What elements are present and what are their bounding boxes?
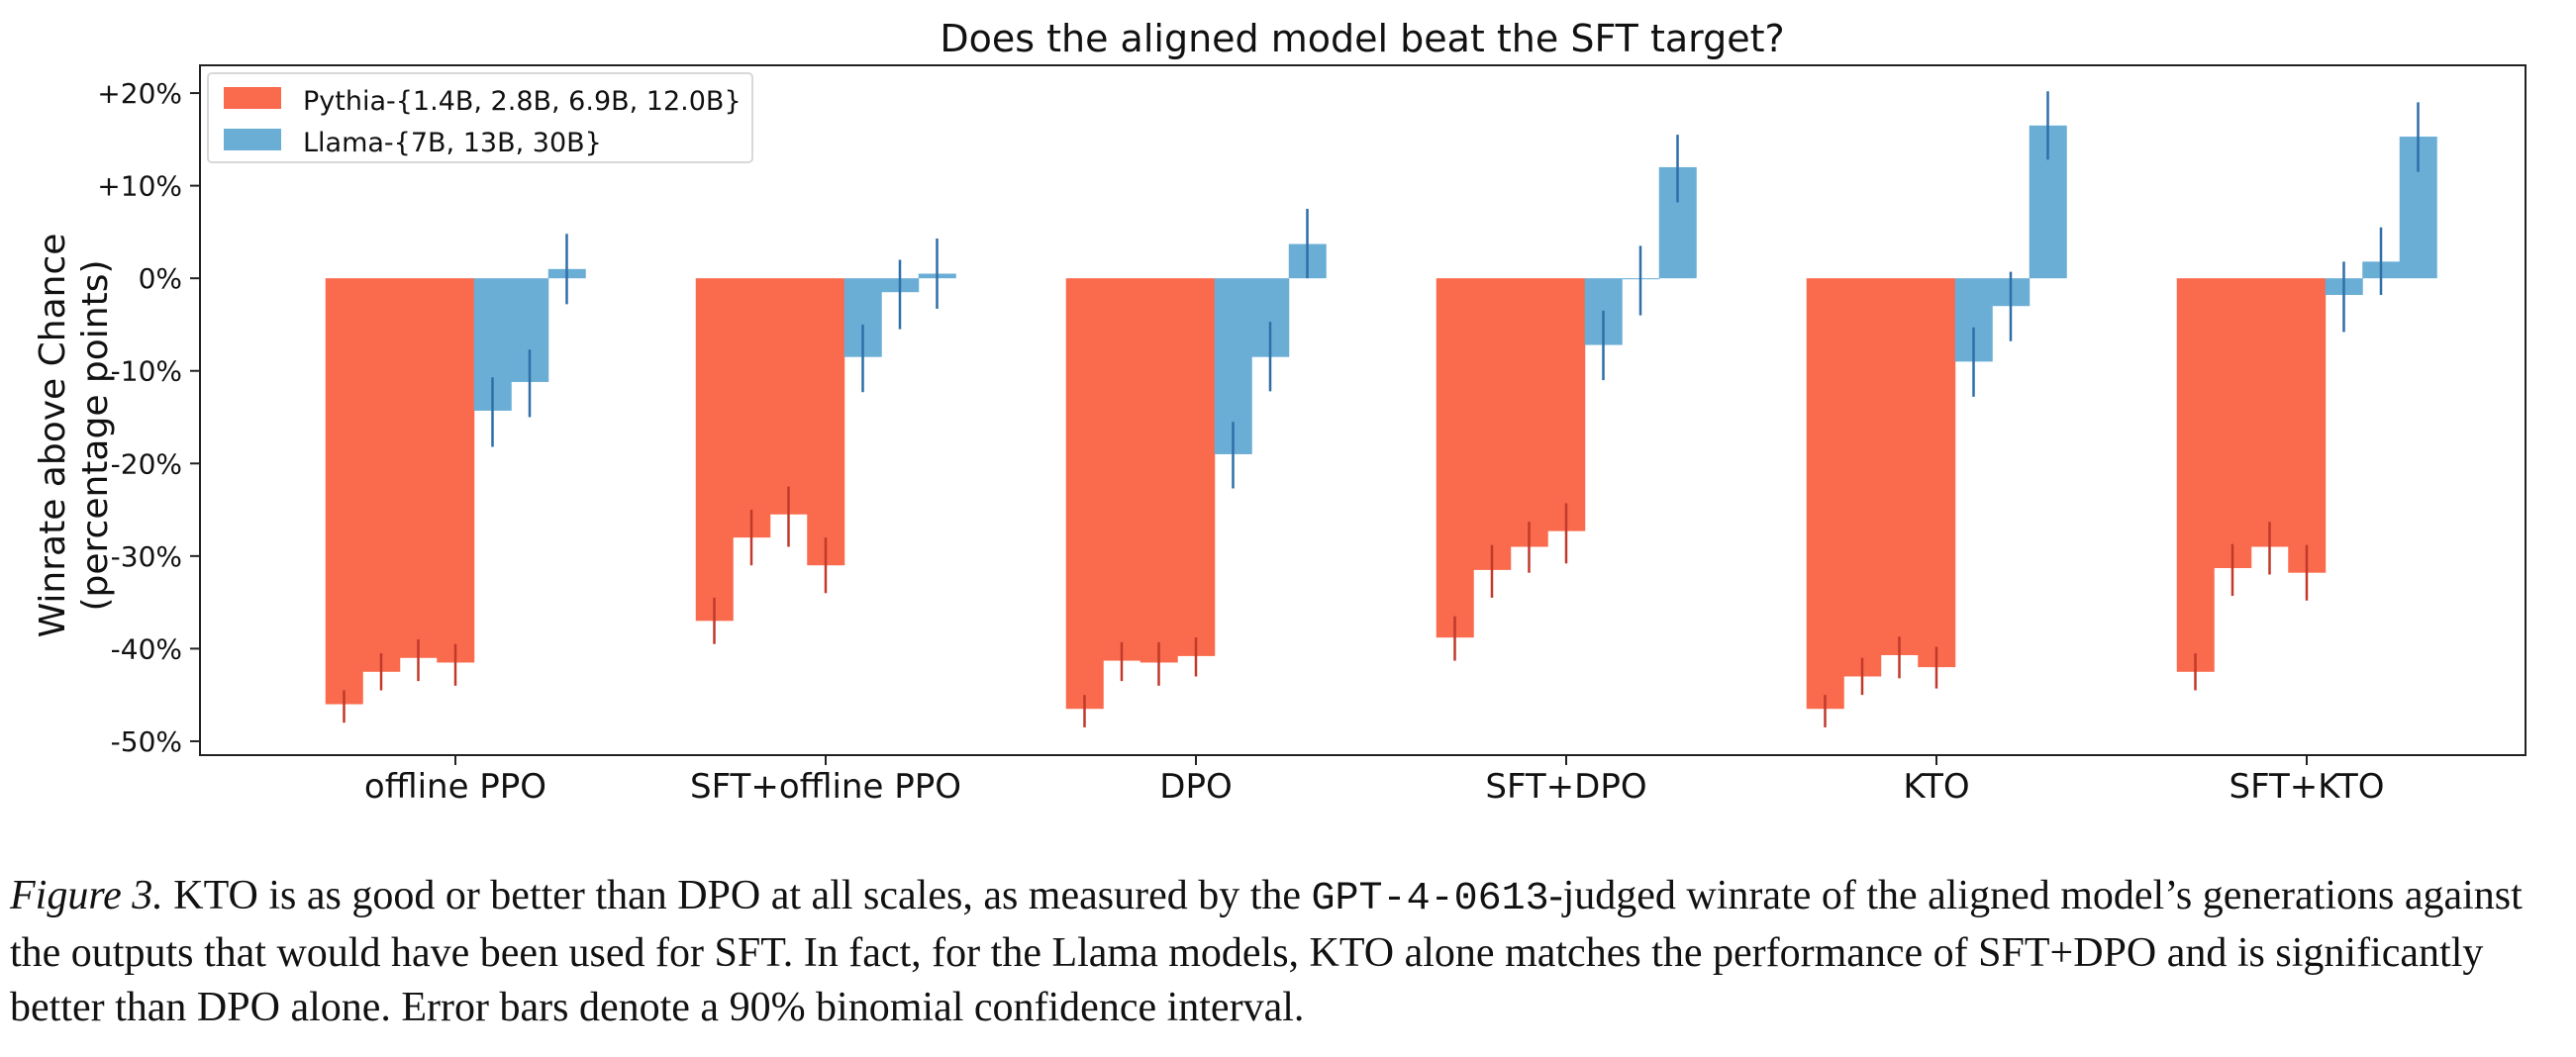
bar-pythia-sft-kto-2 [2214, 278, 2252, 569]
bar-pythia-sft-kto-3 [2250, 278, 2289, 547]
legend-box [207, 72, 753, 163]
y-axis-label-line2: (percentage points) [75, 259, 116, 611]
bar-pythia-sft-kto-4 [2288, 278, 2327, 573]
bar-pythia-offline-ppo-1 [325, 278, 363, 705]
bar-pythia-sft-dpo-3 [1510, 278, 1548, 547]
y-tick-label: -40% [111, 632, 182, 665]
caption-label: Figure 3. [10, 873, 163, 918]
bar-pythia-sft-offline-ppo-1 [695, 278, 734, 622]
bar-pythia-sft-dpo-4 [1547, 278, 1586, 531]
figure-caption: Figure 3. KTO is as good or better than … [10, 869, 2569, 1035]
y-tick-label: +20% [97, 77, 182, 110]
bar-pythia-kto-2 [1843, 278, 1882, 677]
bar-pythia-sft-offline-ppo-2 [733, 278, 771, 538]
x-tick-label: SFT+offline PPO [690, 767, 961, 807]
caption-text-after: -judged winrate of the aligned model’s g… [10, 873, 2523, 1030]
legend-swatch-llama [224, 129, 281, 150]
chart-title: Does the aligned model beat the SFT targ… [940, 17, 1784, 60]
bar-pythia-kto-4 [1918, 278, 1956, 668]
bar-pythia-sft-offline-ppo-3 [769, 278, 808, 515]
y-tick-label: +10% [97, 170, 182, 203]
legend-label-pythia: Pythia-{1.4B, 2.8B, 6.9B, 12.0B} [303, 86, 742, 117]
bar-pythia-offline-ppo-4 [437, 278, 475, 663]
bar-pythia-dpo-2 [1103, 278, 1141, 661]
y-tick-label: -50% [111, 725, 182, 758]
plot-frame [199, 64, 2526, 756]
legend: Pythia-{1.4B, 2.8B, 6.9B, 12.0B} Llama-{… [207, 72, 753, 163]
x-tick-label: DPO [1159, 767, 1232, 807]
y-axis-label-line1: Winrate above Chance [33, 234, 73, 638]
bar-pythia-offline-ppo-3 [399, 278, 438, 658]
legend-swatch-pythia [224, 87, 281, 109]
x-tick-label: offline PPO [364, 767, 546, 807]
x-tick-label: KTO [1903, 767, 1969, 807]
bar-pythia-dpo-3 [1139, 278, 1178, 663]
bar-pythia-sft-dpo-1 [1436, 278, 1474, 638]
x-tick-label: SFT+KTO [2229, 767, 2385, 807]
winrate-bar-chart: Does the aligned model beat the SFT targ… [33, 17, 2526, 807]
caption-text-before: KTO is as good or better than DPO at all… [162, 873, 1312, 918]
legend-label-llama: Llama-{7B, 13B, 30B} [303, 128, 602, 158]
x-tick-label: SFT+DPO [1485, 767, 1646, 807]
bar-pythia-sft-offline-ppo-4 [807, 278, 845, 566]
bar-pythia-offline-ppo-2 [362, 278, 401, 672]
y-tick-label: 0% [139, 262, 182, 295]
bar-pythia-dpo-1 [1065, 278, 1104, 710]
bar-pythia-sft-kto-1 [2176, 278, 2215, 672]
bar-pythia-dpo-4 [1177, 278, 1216, 656]
y-tick-label: -20% [111, 447, 182, 480]
bar-pythia-sft-dpo-2 [1473, 278, 1512, 570]
y-tick-label: -30% [111, 540, 182, 573]
caption-model-code: GPT-4-0613 [1311, 877, 1549, 921]
y-tick-label: -10% [111, 355, 182, 388]
bar-pythia-kto-1 [1806, 278, 1844, 710]
bar-pythia-kto-3 [1880, 278, 1919, 655]
